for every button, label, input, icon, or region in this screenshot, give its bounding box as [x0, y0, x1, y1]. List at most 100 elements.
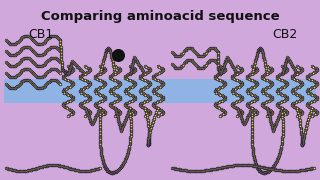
Point — [154, 110, 159, 113]
Point — [298, 125, 303, 128]
Point — [111, 86, 116, 89]
Point — [151, 91, 156, 93]
Point — [212, 168, 217, 170]
Point — [268, 67, 274, 70]
Point — [305, 90, 310, 93]
Point — [26, 169, 31, 172]
Point — [237, 113, 242, 116]
Point — [86, 114, 91, 117]
Point — [298, 84, 303, 87]
Point — [145, 113, 150, 116]
Point — [17, 49, 22, 52]
Point — [8, 168, 13, 171]
Point — [123, 90, 128, 93]
Point — [132, 111, 137, 114]
Point — [29, 59, 34, 62]
Point — [268, 119, 273, 122]
Point — [248, 164, 253, 167]
Point — [89, 121, 94, 124]
Point — [31, 72, 36, 75]
Point — [116, 109, 121, 112]
Point — [291, 170, 296, 172]
Point — [125, 112, 130, 115]
Point — [276, 115, 281, 118]
Point — [115, 66, 120, 69]
Point — [60, 69, 66, 71]
Point — [27, 35, 32, 38]
Point — [92, 118, 97, 120]
Point — [295, 86, 300, 89]
Point — [252, 108, 257, 111]
Point — [284, 170, 290, 172]
Point — [227, 165, 232, 168]
Point — [238, 116, 244, 119]
Point — [293, 169, 298, 172]
Point — [7, 53, 12, 56]
Point — [193, 64, 198, 66]
Point — [157, 80, 162, 82]
Point — [148, 129, 153, 132]
Point — [99, 68, 104, 70]
Point — [63, 106, 68, 109]
Point — [274, 160, 279, 163]
Point — [10, 87, 15, 90]
Point — [113, 107, 118, 110]
Text: CB2: CB2 — [272, 28, 297, 41]
Point — [148, 68, 153, 71]
Point — [97, 167, 102, 170]
Point — [57, 71, 62, 74]
Point — [268, 112, 274, 115]
Point — [132, 97, 137, 100]
Point — [199, 169, 204, 172]
Point — [304, 123, 309, 126]
Point — [265, 110, 270, 112]
Point — [160, 109, 165, 112]
Point — [86, 116, 92, 119]
Point — [266, 170, 271, 173]
Point — [16, 50, 21, 53]
Point — [87, 111, 92, 114]
Point — [149, 122, 155, 125]
Point — [52, 34, 57, 37]
Point — [268, 168, 274, 170]
Point — [220, 65, 226, 68]
Point — [58, 83, 63, 86]
Point — [300, 141, 305, 144]
Point — [23, 56, 28, 59]
Point — [82, 72, 87, 75]
Point — [96, 101, 101, 103]
Point — [159, 112, 164, 115]
Point — [285, 57, 291, 60]
Point — [113, 79, 118, 82]
Point — [42, 165, 47, 167]
Point — [251, 152, 256, 154]
Point — [237, 113, 243, 116]
Point — [103, 166, 108, 169]
Point — [277, 113, 282, 116]
Point — [299, 137, 304, 140]
Point — [9, 54, 14, 57]
Point — [131, 99, 136, 102]
Point — [87, 109, 92, 112]
Point — [117, 126, 123, 129]
Point — [268, 167, 274, 170]
Point — [259, 49, 264, 52]
Point — [134, 60, 139, 63]
Point — [250, 145, 255, 148]
Point — [64, 86, 69, 89]
Point — [244, 118, 249, 121]
Point — [204, 50, 210, 53]
Point — [265, 107, 270, 110]
Point — [107, 49, 112, 52]
Point — [106, 170, 111, 173]
Point — [63, 166, 68, 168]
Point — [183, 60, 188, 63]
Point — [66, 166, 71, 169]
Point — [295, 110, 300, 113]
Point — [70, 96, 76, 99]
Point — [33, 52, 38, 55]
Point — [99, 154, 104, 157]
Point — [280, 136, 285, 138]
Point — [22, 45, 28, 48]
Point — [43, 84, 48, 87]
